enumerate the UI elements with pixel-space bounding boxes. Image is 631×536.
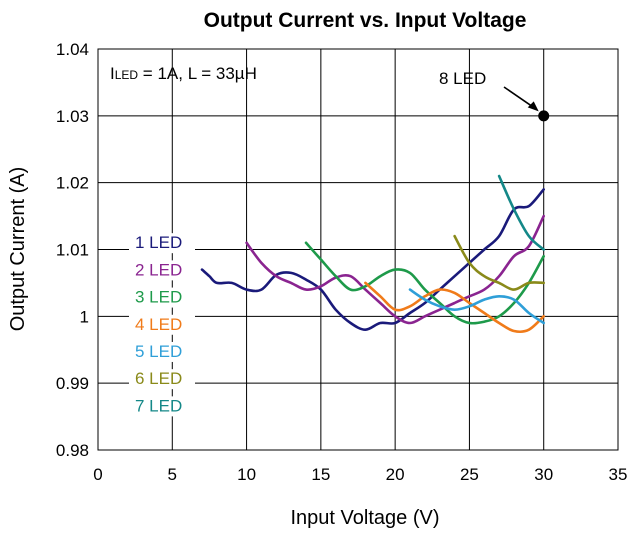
legend-bg — [129, 287, 195, 308]
series-line-3-led — [304, 241, 545, 325]
marker-arrow-head — [527, 101, 539, 112]
legend-bg — [129, 314, 195, 335]
marker-group: 8 LED — [439, 69, 550, 122]
series-line-6-led — [453, 234, 545, 291]
x-tick-label: 35 — [609, 465, 628, 484]
marker-point-8-led — [538, 110, 550, 122]
legend-label-2-led: 2 LED — [135, 260, 182, 279]
legend-bg — [129, 396, 195, 417]
x-axis-label: Input Voltage (V) — [291, 507, 440, 529]
legend-label-1-led: 1 LED — [135, 233, 182, 252]
y-tick-label: 1.02 — [56, 174, 89, 193]
series-line-5-led — [408, 288, 545, 325]
y-tick-label: 1.04 — [56, 40, 89, 59]
y-tick-label: 0.99 — [56, 374, 89, 393]
x-tick-label: 5 — [168, 465, 177, 484]
chart-title: Output Current vs. Input Voltage — [204, 9, 527, 32]
x-tick-label: 0 — [93, 465, 102, 484]
series-line-1-led — [200, 188, 545, 331]
x-ticks: 0 5 10 15 20 25 30 35 — [93, 465, 627, 484]
legend-label-3-led: 3 LED — [135, 288, 182, 307]
plot-area — [97, 48, 619, 451]
y-tick-label: 0.98 — [56, 441, 89, 460]
x-tick-label: 15 — [311, 465, 330, 484]
y-tick-label: 1 — [80, 307, 89, 326]
legend-bg — [129, 341, 195, 362]
marker-label: 8 LED — [439, 69, 486, 88]
series-group — [200, 174, 545, 334]
legend-label-5-led: 5 LED — [135, 342, 182, 361]
legend-label-4-led: 4 LED — [135, 315, 182, 334]
x-tick-label: 25 — [460, 465, 479, 484]
legend: 1 LED 2 LED 3 LED 4 LED 5 LED 6 LED 7 LED — [129, 233, 195, 417]
y-ticks: 0.98 0.99 1 1.01 1.02 1.03 1.04 — [56, 40, 89, 460]
legend-bg — [129, 260, 195, 281]
y-axis-label: Output Current (A) — [7, 167, 29, 332]
legend-label-7-led: 7 LED — [135, 396, 182, 415]
series-line-7-led — [497, 174, 545, 251]
legend-label-6-led: 6 LED — [135, 369, 182, 388]
x-tick-label: 20 — [386, 465, 405, 484]
x-tick-label: 30 — [534, 465, 553, 484]
legend-bg — [129, 369, 195, 390]
annotation-conditions: ILED = 1A, L = 33µH — [110, 64, 257, 83]
series-line-4-led — [364, 281, 545, 334]
legend-bg — [129, 233, 195, 254]
y-tick-label: 1.01 — [56, 241, 89, 260]
y-tick-label: 1.03 — [56, 107, 89, 126]
x-tick-label: 10 — [237, 465, 256, 484]
